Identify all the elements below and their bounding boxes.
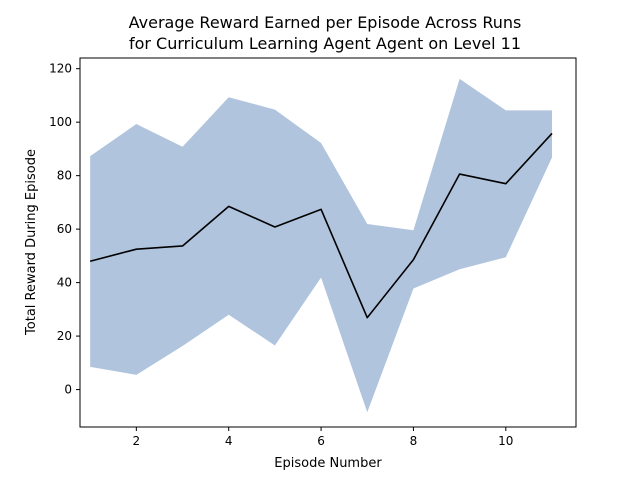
y-axis-label: Total Reward During Episode [24,149,39,336]
x-tick-label: 8 [410,434,418,448]
y-tick-label: 100 [49,115,72,129]
y-tick-label: 60 [57,222,72,236]
x-tick-label: 2 [133,434,141,448]
x-axis-label: Episode Number [274,456,382,471]
x-tick-label: 6 [317,434,325,448]
y-tick-label: 0 [64,383,72,397]
y-tick-label: 80 [57,169,72,183]
chart-title-line1: Average Reward Earned per Episode Across… [129,13,522,32]
y-tick-label: 120 [49,62,72,76]
x-tick-label: 4 [225,434,233,448]
x-tick-label: 10 [498,434,513,448]
y-tick-label: 40 [57,276,72,290]
chart-title-line2: for Curriculum Learning Agent Agent on L… [129,34,521,53]
y-tick-label: 20 [57,329,72,343]
